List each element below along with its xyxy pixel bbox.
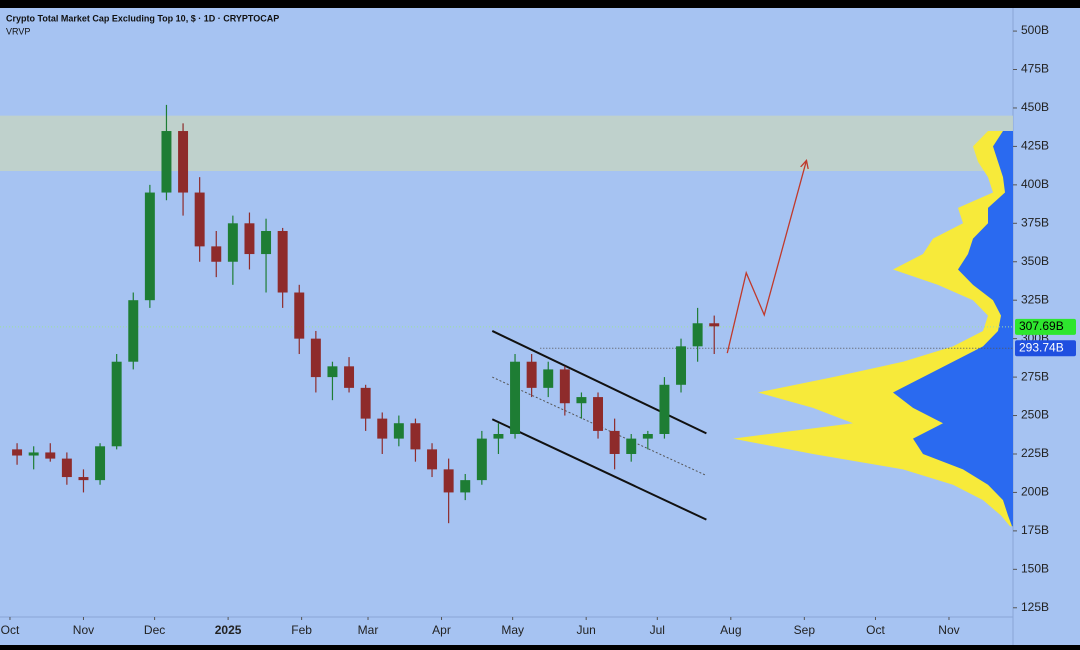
candle-body [476, 438, 487, 481]
x-tick-label: Oct [866, 623, 885, 637]
y-tick-label: 125B [1021, 600, 1049, 614]
price-tag-label: 307.69B [1019, 319, 1064, 333]
candle-body [659, 384, 670, 434]
candle-body [377, 418, 388, 439]
y-tick-label: 250B [1021, 408, 1049, 422]
candle-body [61, 458, 72, 478]
candle-body [709, 323, 720, 327]
candle-body [211, 246, 222, 262]
x-tick-label: Apr [432, 623, 451, 637]
x-tick-label: Sep [794, 623, 816, 637]
projection-path [726, 160, 806, 354]
channel-line [491, 418, 707, 521]
x-tick-label: Mar [358, 623, 379, 637]
candle-body [676, 346, 687, 385]
candle-body [45, 452, 56, 459]
candle-body [692, 323, 703, 347]
candle-body [360, 387, 371, 419]
candle-body [526, 361, 537, 388]
candle-body [576, 397, 587, 404]
candle-body [642, 433, 653, 439]
x-tick-label: Dec [144, 623, 165, 637]
x-tick-label: Aug [720, 623, 741, 637]
candle-body [294, 292, 305, 339]
candle-body [609, 430, 620, 454]
candle-body [327, 366, 338, 378]
x-tick-label: May [501, 623, 524, 637]
y-tick-label: 400B [1021, 177, 1049, 191]
candle-body [493, 433, 504, 439]
candle-body [310, 338, 321, 378]
candle-body [626, 438, 637, 454]
y-tick-label: 475B [1021, 62, 1049, 76]
candle-body [510, 361, 521, 434]
y-tick-label: 225B [1021, 446, 1049, 460]
chart-title: Crypto Total Market Cap Excluding Top 10… [6, 13, 279, 23]
candle-body [12, 449, 23, 456]
x-tick-label: Feb [291, 623, 312, 637]
x-tick-label: 2025 [215, 623, 242, 637]
y-tick-label: 150B [1021, 561, 1049, 575]
candle-body [543, 369, 554, 388]
candle-body [78, 477, 89, 481]
candle-body [593, 397, 604, 431]
y-tick-label: 450B [1021, 100, 1049, 114]
candle-body [111, 361, 122, 447]
resistance-zone [0, 115, 1013, 172]
channel-line [491, 330, 707, 435]
candle-body [277, 230, 288, 293]
x-tick-label: Nov [938, 623, 959, 637]
y-tick-label: 325B [1021, 292, 1049, 306]
candle-body [244, 223, 255, 255]
candle-body [261, 230, 272, 255]
candle-body [28, 452, 39, 456]
candle-body [128, 300, 139, 362]
candle-body [144, 192, 155, 301]
y-tick-label: 200B [1021, 485, 1049, 499]
candle-body [178, 131, 189, 193]
candle-body [393, 423, 404, 439]
indicator-label: VRVP [6, 26, 30, 36]
price-tag [1015, 318, 1076, 335]
candle-body [559, 369, 570, 404]
x-tick-label: Jul [650, 623, 665, 637]
volume-profile-up [893, 131, 1013, 527]
y-tick-label: 275B [1021, 369, 1049, 383]
y-tick-label: 500B [1021, 23, 1049, 37]
x-tick-label: Jun [576, 623, 595, 637]
candle-body [95, 446, 106, 481]
y-tick-label: 375B [1021, 215, 1049, 229]
x-tick-label: Oct [1, 623, 20, 637]
candle-body [161, 131, 172, 193]
candle-body [227, 223, 238, 262]
price-tag [1015, 340, 1076, 357]
candle-body [194, 192, 205, 247]
price-tag-label: 293.74B [1019, 340, 1064, 354]
candle-body [443, 469, 454, 493]
candle-body [427, 449, 438, 470]
candle-body [460, 480, 471, 493]
x-tick-label: Nov [73, 623, 94, 637]
y-tick-label: 175B [1021, 523, 1049, 537]
y-tick-label: 425B [1021, 139, 1049, 153]
y-tick-label: 350B [1021, 254, 1049, 268]
candle-body [410, 423, 421, 450]
candle-body [344, 366, 355, 388]
